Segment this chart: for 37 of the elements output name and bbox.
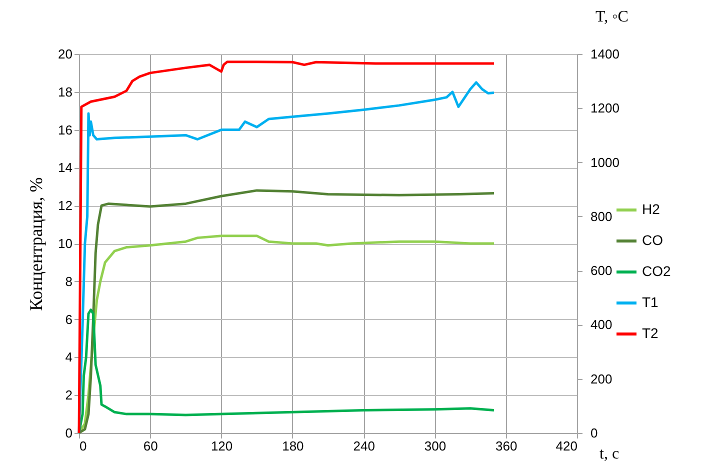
line-series (78, 189, 496, 434)
y-tick-label: 12 (58, 198, 72, 214)
y-tick-label: 10 (58, 236, 72, 251)
y-axis-title: Концентрация, % (26, 177, 46, 311)
y-tick-label: 8 (65, 274, 72, 289)
y2-tick-label: 800 (590, 208, 612, 224)
y2-tick-label: 1200 (590, 100, 620, 116)
y-tick-label: 4 (65, 350, 72, 365)
x-axis-title: t, c (600, 446, 620, 462)
legend-label: T2 (642, 325, 659, 341)
legend-label: CO (642, 232, 664, 248)
y2-tick-label: 1400 (590, 46, 620, 62)
y-tick-label: 0 (65, 426, 72, 440)
y2-tick-label: 600 (590, 263, 612, 278)
y2-axis-title: T, ◦C (596, 8, 628, 26)
x-tick-label: 120 (210, 438, 233, 454)
x-tick-label: 300 (424, 438, 446, 454)
x-tick-label: 0 (80, 438, 87, 454)
x-tick-label: 360 (496, 438, 518, 454)
line-series (78, 308, 496, 434)
legend-label: H2 (642, 201, 660, 217)
x-tick-label: 60 (143, 438, 158, 454)
y-tick-label: 18 (58, 84, 72, 100)
y-tick-label: 20 (58, 46, 72, 62)
y-tick-label: 6 (65, 312, 72, 327)
y-tick-label: 2 (65, 388, 72, 403)
legend-label: T1 (642, 294, 659, 310)
y-tick-label: 14 (58, 160, 72, 176)
x-tick-label: 240 (353, 438, 375, 454)
x-tick-label: 180 (282, 438, 304, 454)
y2-tick-label: 200 (590, 371, 612, 386)
y2-tick-label: 0 (590, 426, 598, 440)
x-tick-label: 420 (556, 438, 578, 454)
y2-tick-label: 400 (590, 317, 612, 332)
y-tick-label: 16 (58, 122, 72, 138)
y2-tick-label: 1000 (590, 154, 620, 170)
legend-label: CO2 (642, 263, 671, 279)
